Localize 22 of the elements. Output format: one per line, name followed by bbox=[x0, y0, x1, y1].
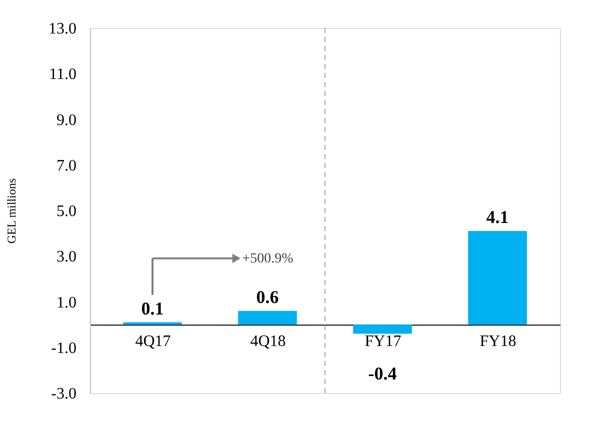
data-label: 4.1 bbox=[486, 207, 509, 228]
x-tick-label: 4Q18 bbox=[250, 333, 286, 350]
x-tick-label: 4Q17 bbox=[135, 333, 171, 350]
y-tick-label: 9.0 bbox=[56, 112, 76, 129]
y-tick-label: -3.0 bbox=[51, 386, 76, 402]
bar bbox=[353, 324, 412, 334]
y-tick-label: 11.0 bbox=[49, 66, 76, 84]
annotation: +500.9% bbox=[242, 251, 294, 266]
x-tick-label: FY18 bbox=[480, 333, 516, 350]
y-tick-label: 7.0 bbox=[56, 157, 76, 174]
y-tick-label: -1.0 bbox=[51, 340, 76, 357]
y-axis-title: GEL millions bbox=[4, 178, 18, 244]
y-tick-label: 1.0 bbox=[56, 294, 76, 312]
y-tick-label: 3.0 bbox=[56, 248, 76, 266]
data-label: -0.4 bbox=[368, 364, 397, 384]
data-label: 0.6 bbox=[256, 286, 279, 307]
y-tick-label: 5.0 bbox=[56, 203, 76, 220]
data-label: 0.1 bbox=[141, 298, 164, 318]
bar bbox=[238, 310, 297, 325]
bar bbox=[468, 231, 527, 325]
x-tick-label: FY17 bbox=[364, 333, 402, 350]
y-tick-label: 13.0 bbox=[48, 20, 76, 38]
